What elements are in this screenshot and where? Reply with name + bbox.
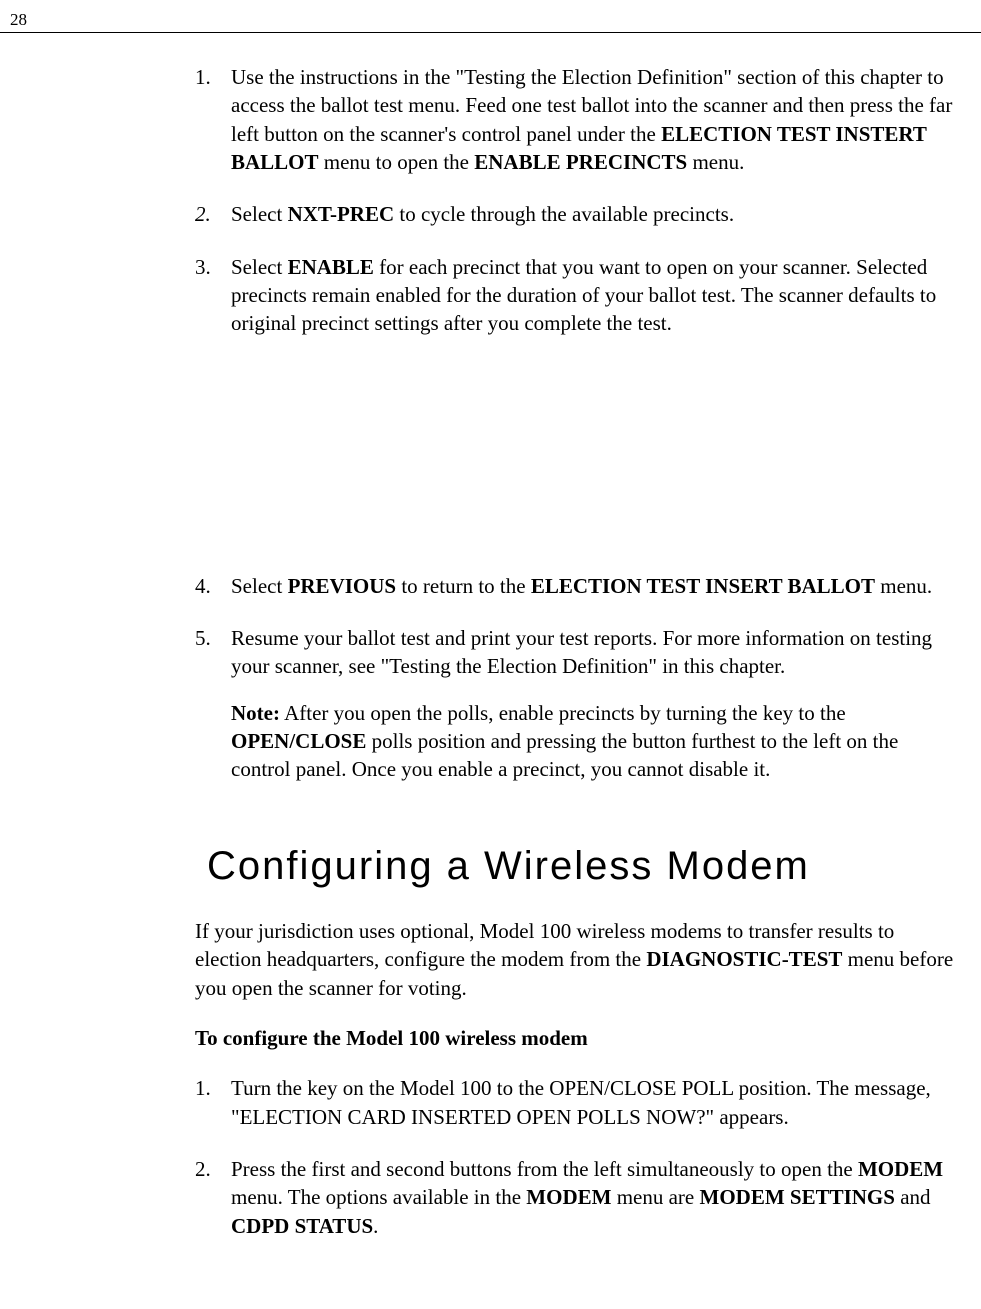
- text-run: Select: [231, 255, 288, 279]
- list-item: 4.Select PREVIOUS to return to the ELECT…: [195, 572, 961, 600]
- text-run: and: [895, 1185, 931, 1209]
- text-run: menu are: [611, 1185, 699, 1209]
- text-run: Turn the key on the Model 100 to the OPE…: [231, 1076, 931, 1128]
- list-item: 5.Resume your ballot test and print your…: [195, 624, 961, 784]
- text-run: ENABLE: [288, 255, 374, 279]
- list-body: Press the first and second buttons from …: [231, 1155, 961, 1240]
- list-body: Select PREVIOUS to return to the ELECTIO…: [231, 572, 961, 600]
- text-run: Select: [231, 202, 288, 226]
- text-run: ENABLE PRECINCTS: [474, 150, 687, 174]
- text-run: DIAGNOSTIC-TEST: [646, 947, 842, 971]
- list-number: 3.: [195, 253, 231, 338]
- list-body: Resume your ballot test and print your t…: [231, 624, 961, 784]
- instruction-list-2: 4.Select PREVIOUS to return to the ELECT…: [195, 572, 961, 784]
- text-run: Press the first and second buttons from …: [231, 1157, 858, 1181]
- text-run: Resume your ballot test and print your t…: [231, 626, 932, 678]
- list-item: 2.Select NXT-PREC to cycle through the a…: [195, 200, 961, 228]
- text-run: MODEM SETTINGS: [700, 1185, 895, 1209]
- instruction-list-1: 1.Use the instructions in the "Testing t…: [195, 63, 961, 338]
- content-area: 1.Use the instructions in the "Testing t…: [195, 63, 961, 1240]
- section-heading: Configuring a Wireless Modem: [207, 844, 961, 889]
- list-number: 1.: [195, 63, 231, 176]
- page-number: 28: [0, 10, 981, 32]
- list-number: 2.: [195, 1155, 231, 1240]
- subheading: To configure the Model 100 wireless mode…: [195, 1024, 961, 1052]
- text-run: .: [373, 1214, 378, 1238]
- text-run: menu to open the: [319, 150, 475, 174]
- text-run: PREVIOUS: [288, 574, 397, 598]
- list-body: Select NXT-PREC to cycle through the ava…: [231, 200, 961, 228]
- text-run: to return to the: [396, 574, 531, 598]
- text-run: MODEM: [858, 1157, 943, 1181]
- text-run: Note:: [231, 701, 280, 725]
- figure-spacer: [195, 362, 961, 572]
- text-run: MODEM: [526, 1185, 611, 1209]
- list-item: 1.Turn the key on the Model 100 to the O…: [195, 1074, 961, 1131]
- list-number: 4.: [195, 572, 231, 600]
- text-run: NXT-PREC: [288, 202, 395, 226]
- text-run: menu.: [875, 574, 932, 598]
- list-number: 5.: [195, 624, 231, 784]
- list-body: Select ENABLE for each precinct that you…: [231, 253, 961, 338]
- instruction-list-3: 1.Turn the key on the Model 100 to the O…: [195, 1074, 961, 1240]
- list-number: 2.: [195, 200, 231, 228]
- text-run: menu.: [687, 150, 744, 174]
- horizontal-rule: [0, 32, 981, 33]
- intro-paragraph: If your jurisdiction uses optional, Mode…: [195, 917, 961, 1002]
- text-run: CDPD STATUS: [231, 1214, 373, 1238]
- list-body: Use the instructions in the "Testing the…: [231, 63, 961, 176]
- text-run: Select: [231, 574, 288, 598]
- list-item: 3.Select ENABLE for each precinct that y…: [195, 253, 961, 338]
- text-run: ELECTION TEST INSERT BALLOT: [531, 574, 875, 598]
- list-item: 2.Press the first and second buttons fro…: [195, 1155, 961, 1240]
- text-run: menu. The options available in the: [231, 1185, 526, 1209]
- list-item: 1.Use the instructions in the "Testing t…: [195, 63, 961, 176]
- list-body: Turn the key on the Model 100 to the OPE…: [231, 1074, 961, 1131]
- note-paragraph: Note: After you open the polls, enable p…: [231, 699, 961, 784]
- text-run: to cycle through the available precincts…: [394, 202, 734, 226]
- text-run: After you open the polls, enable precinc…: [280, 701, 846, 725]
- text-run: OPEN/CLOSE: [231, 729, 366, 753]
- list-number: 1.: [195, 1074, 231, 1131]
